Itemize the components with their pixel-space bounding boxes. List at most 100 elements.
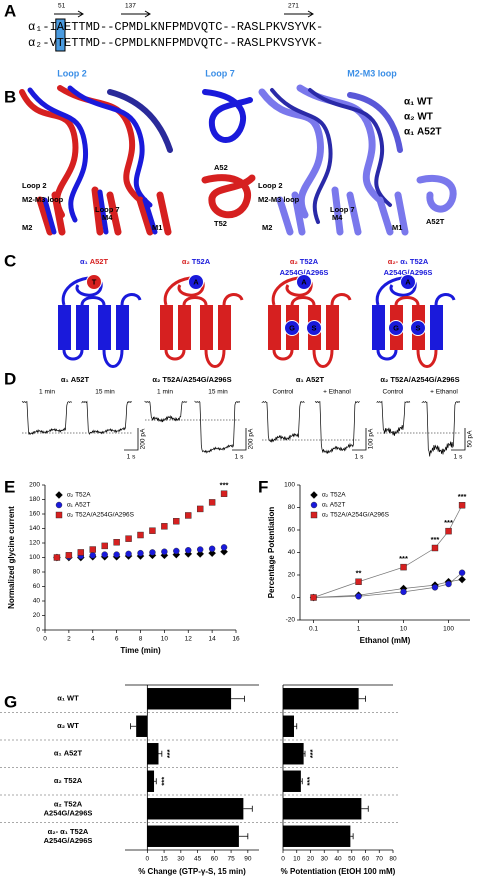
marker [125,535,132,542]
y-tick-label: 100 [29,554,40,561]
site-circle [86,274,102,290]
transmembrane-helix [76,305,89,350]
marker [113,551,120,558]
x-tick-label: 20 [307,856,315,863]
marker [173,547,180,555]
category-label: α₂ WT [57,721,79,730]
y-tick-label: 120 [29,540,40,547]
site-letter: T [92,277,97,286]
c-terminus [222,293,244,306]
loop-label: Loop 7 [205,68,235,78]
structure-label: Loop 7 [330,205,355,214]
site-letter: S [311,323,316,332]
x-axis-title: % Change (GTP-γ-S, 15 min) [138,867,246,876]
marker [149,527,156,534]
y-tick-label: 60 [288,527,296,534]
scale-bar [352,428,367,451]
x-tick-label: 60 [362,856,370,863]
scale-bar [451,428,466,451]
title-part: α₂ [182,257,190,266]
structure-left [19,85,173,236]
trace-label: 1 min [39,389,55,396]
x-axis-title: % Potentiation (EtOH 100 mM) [281,867,396,876]
trace-label: 15 min [95,389,115,396]
scale-time: 1 s [355,454,364,461]
x-tick-label: 4 [91,636,95,643]
legend-label: α₁ A52T [67,502,90,509]
marker [220,547,228,556]
marker [53,554,61,561]
x-tick-label: 15 [160,856,168,863]
scale-current: 200 pA [140,428,147,449]
bar [283,825,351,847]
row-label: α₂- [28,36,50,50]
marker [125,550,132,558]
c-terminus [434,293,456,306]
site-letter: A [405,277,411,286]
site-circle [400,274,416,290]
loop [62,349,84,361]
x-tick-label: 75 [227,856,235,863]
current-trace [194,400,241,454]
sequence: ETTMD--CPMDLKNFPMDVQTC--RASLPKVSYVK- [64,20,323,34]
category-label: α₂ T52A [54,776,83,785]
transmembrane-helix [98,305,111,350]
x-tick-label: 2 [67,636,71,643]
x-tick-label: 80 [389,856,397,863]
topology-title: A254G/A296S [384,268,433,277]
site-letter: A [193,277,199,286]
x-tick-label: 60 [211,856,219,863]
transmembrane-helix [116,305,129,350]
site-letter: G [393,323,399,332]
structure-label: Loop 2 [258,181,283,190]
loop [164,349,186,361]
current-trace [261,400,305,443]
legend-marker [55,501,63,509]
site-circle [306,320,322,336]
marker [137,531,144,539]
x-tick-label: 100 [443,626,454,633]
significance: *** [458,492,467,501]
loop [204,349,226,368]
title-part: α₁ [400,257,408,266]
x-tick-label: 10 [161,636,169,643]
y-axis-title: Normalized glycine current [7,506,16,609]
topology-title: α₂- α₁ T52A [388,257,429,266]
transmembrane-helix [326,305,339,350]
site-highlight [55,18,66,52]
significance: *** [305,777,314,786]
residue-number: 137 [125,3,136,10]
y-tick-label: 80 [33,569,41,576]
marker [161,548,168,555]
legend-label: α₂ T52A/A254G/A296S [322,512,390,519]
panel-label: D [4,369,16,388]
title-part: T52A [410,257,429,266]
error-bar [294,723,298,730]
title-part: α₂- [388,257,399,266]
legend-label: α₁ A52T [322,502,345,509]
trace-title: α₁ A52T [296,375,325,384]
title-part: T52A [300,257,319,266]
category-label: α₂ T52A A254G/A296S [44,799,93,817]
extracellular-domain [375,276,417,306]
y-tick-label: 40 [33,598,41,605]
scale-time: 1 s [127,454,136,461]
legend-marker [310,491,318,499]
structure-label: Loop 7 [95,205,120,214]
marker [149,549,156,556]
bar [147,770,155,792]
error-bar [361,805,369,812]
title-part: α₁ [80,257,88,266]
topology-title: A254G/A296S [280,268,329,277]
y-tick-label: 140 [29,525,40,532]
site-circle [188,274,204,290]
title-part: A52T [90,257,109,266]
scale-current: 100 pA [368,428,375,449]
transmembrane-helix [58,305,71,350]
marker [89,552,96,559]
title-part: T52A [192,257,211,266]
marker [89,546,96,553]
y-tick-label: 180 [29,496,40,503]
structure-label: M2-M3 loop [258,195,300,204]
current-trace [421,400,461,457]
